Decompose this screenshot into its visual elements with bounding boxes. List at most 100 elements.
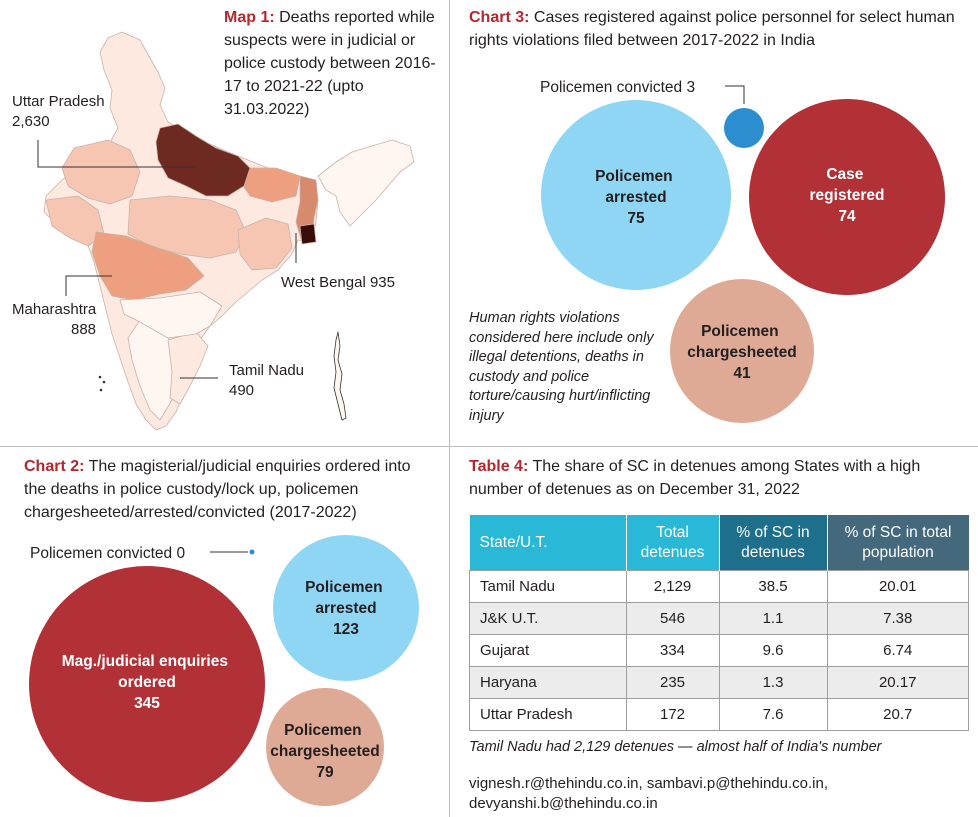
vertical-divider xyxy=(449,0,450,817)
map1-heading: Map 1: Deaths reported while suspects we… xyxy=(224,6,439,121)
value-tamil-nadu: 490 xyxy=(229,382,255,399)
table4-cell: 7.6 xyxy=(718,698,828,731)
table-row: Tamil Nadu 2,129 38.5 20.01 xyxy=(469,570,969,603)
map1-lead: Map 1: xyxy=(224,9,275,26)
table4-heading: Table 4: The share of SC in detenues amo… xyxy=(469,455,959,501)
table4-cell: 20.01 xyxy=(826,570,969,603)
chart3-lead: Chart 3: xyxy=(469,9,530,26)
table4: State/U.T. Total detenues % of SC in det… xyxy=(469,515,969,731)
table4-cell: 1.3 xyxy=(718,666,828,699)
chart3-label-chargesheeted-l1: Policemen xyxy=(701,323,779,340)
chart2-bubble-arrested xyxy=(273,535,419,681)
chart3-value-arrested: 75 xyxy=(627,210,645,227)
map-region-wb-south xyxy=(299,223,317,245)
value-uttar-pradesh: 2,630 xyxy=(12,113,50,130)
chart2-bubble-enquiries xyxy=(29,566,265,802)
table4-cell: 9.6 xyxy=(718,634,828,667)
credits-line2: devyanshi.b@thehindu.co.in xyxy=(469,795,658,812)
table4-cell: Haryana xyxy=(469,666,627,699)
table4-header-state: State/U.T. xyxy=(469,515,627,571)
chart3-heading: Chart 3: Cases registered against police… xyxy=(469,6,964,52)
chart3-label-case: Case registered xyxy=(810,166,885,204)
chart3-label-case-l1: Case xyxy=(826,166,863,183)
table4-cell: 7.38 xyxy=(826,602,969,635)
label-maharashtra: Maharashtra xyxy=(12,301,97,318)
chart3-label-arrested: Policemen arrested xyxy=(595,168,677,206)
chart2-dot-convicted xyxy=(249,549,255,555)
table4-cell: 38.5 xyxy=(718,570,828,603)
table4-lead: Table 4: xyxy=(469,458,529,475)
chart2-label-enquiries: Mag./judicial enquiries ordered xyxy=(62,653,233,691)
chart2-text-convicted: Policemen convicted 0 xyxy=(30,545,185,562)
map-region-south-central xyxy=(119,291,223,339)
map-region-tn xyxy=(167,331,209,405)
chart3-label-convicted: Policemen convicted xyxy=(540,79,682,96)
table4-cell: 235 xyxy=(625,666,720,699)
chart3-leader-convicted xyxy=(725,85,745,104)
india-map-icon xyxy=(37,31,415,431)
chart3-label-chargesheeted-l2: chargesheeted xyxy=(687,344,796,361)
horizontal-divider xyxy=(0,446,978,447)
map-region-maharashtra xyxy=(91,231,205,301)
table-row: Uttar Pradesh 172 7.6 20.7 xyxy=(469,698,969,731)
table4-cell: 1.1 xyxy=(718,602,828,635)
label-west-bengal: West Bengal 935 xyxy=(281,274,395,291)
chart2-label-arrested-l2: arrested xyxy=(315,600,376,617)
value-maharashtra: 888 xyxy=(71,321,97,338)
chart2-label-arrested-l1: Policemen xyxy=(305,579,383,596)
chart2-title: The magisterial/judicial enquiries order… xyxy=(24,458,411,521)
map-region-up xyxy=(155,123,251,197)
table4-header-row: State/U.T. Total detenues % of SC in det… xyxy=(469,515,969,571)
chart3-value-convicted: 3 xyxy=(686,79,695,96)
chart3-label-chargesheeted: Policemen chargesheeted xyxy=(687,323,796,361)
chart2-label-arrested: Policemen arrested xyxy=(305,579,387,617)
map-region-odisha xyxy=(237,217,293,271)
credits-line1: vignesh.r@thehindu.co.in, sambavi.p@theh… xyxy=(469,775,828,792)
chart3-bubble-convicted xyxy=(724,108,764,148)
chart2-label-chargesheeted-l1: Policemen xyxy=(284,722,362,739)
table4-cell: 172 xyxy=(625,698,720,731)
table4-cell: 334 xyxy=(625,634,720,667)
table4-cell: 20.17 xyxy=(826,666,969,699)
chart3-bubble-chargesheeted xyxy=(670,279,814,423)
table4-cell: 546 xyxy=(625,602,720,635)
table4-cell: 20.7 xyxy=(826,698,969,731)
chart3-bubble-arrested xyxy=(541,100,731,290)
table4-cell: Tamil Nadu xyxy=(469,570,627,603)
table4-cell: 6.74 xyxy=(826,634,969,667)
table-row: Haryana 235 1.3 20.17 xyxy=(469,666,969,699)
chart3-label-arrested-l1: Policemen xyxy=(595,168,673,185)
chart2-label-chargesheeted: Policemen chargesheeted xyxy=(270,722,379,760)
chart3-value-case: 74 xyxy=(838,208,856,225)
table4-cell: Gujarat xyxy=(469,634,627,667)
table4-cell: 2,129 xyxy=(625,570,720,603)
chart3-text-convicted: Policemen convicted 3 xyxy=(540,79,695,96)
chart3-bubble-case xyxy=(749,99,945,295)
chart2-value-enquiries: 345 xyxy=(134,695,160,712)
chart3-label-arrested-l2: arrested xyxy=(605,189,666,206)
table4-header-sc-detenues: % of SC in detenues xyxy=(719,515,828,571)
chart3-label-case-l2: registered xyxy=(810,187,885,204)
chart3-note: Human rights violations considered here … xyxy=(469,310,654,424)
chart2-label-enquiries-l2: ordered xyxy=(118,674,176,691)
table4-note: Tamil Nadu had 2,129 detenues — almost h… xyxy=(469,739,882,755)
table4-title: The share of SC in detenues among States… xyxy=(469,458,921,498)
chart2-value-convicted: 0 xyxy=(176,545,185,562)
chart2-value-chargesheeted: 79 xyxy=(316,764,334,781)
table-row: J&K U.T. 546 1.1 7.38 xyxy=(469,602,969,635)
map-region-rajasthan xyxy=(61,139,141,205)
label-uttar-pradesh: Uttar Pradesh xyxy=(12,93,105,110)
chart3-bubbles: Policemen convicted 3 Policemen arrested… xyxy=(540,79,945,423)
table4-header-sc-population: % of SC in total population xyxy=(827,515,969,571)
chart2-label-chargesheeted-l2: chargesheeted xyxy=(270,743,379,760)
table4-cell: J&K U.T. xyxy=(469,602,627,635)
table4-cell: Uttar Pradesh xyxy=(469,698,627,731)
table-row: Gujarat 334 9.6 6.74 xyxy=(469,634,969,667)
chart2-heading: Chart 2: The magisterial/judicial enquir… xyxy=(24,455,436,524)
chart2-label-enquiries-l1: Mag./judicial enquiries xyxy=(62,653,228,670)
map-islands-andaman xyxy=(333,331,347,421)
chart3-title: Cases registered against police personne… xyxy=(469,9,955,49)
chart2-bubbles: Policemen convicted 0 Mag./judicial enqu… xyxy=(29,535,419,806)
table4-header-total: Total detenues xyxy=(626,515,720,571)
map1-title: Deaths reported while suspects were in j… xyxy=(224,9,436,118)
